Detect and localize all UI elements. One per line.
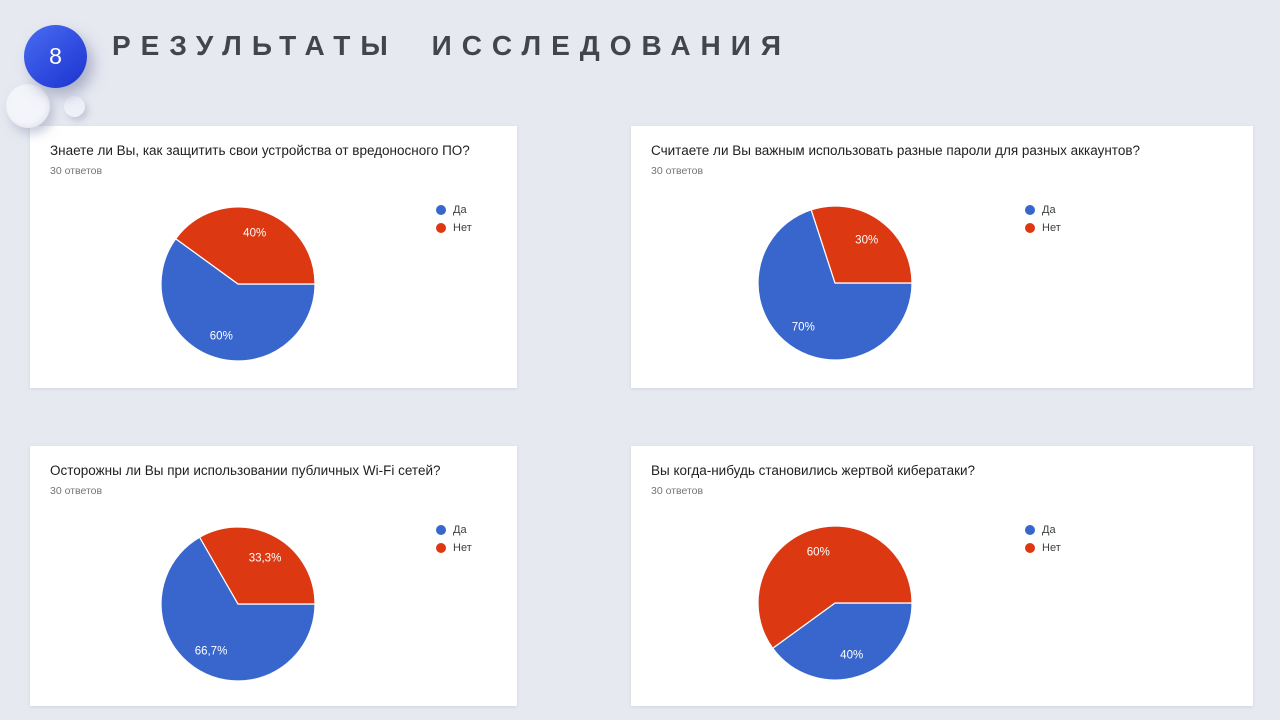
pie-chart: 66,7% 33,3% [160,526,316,682]
pie-slice [175,206,316,285]
legend-item-no: Нет [436,222,472,234]
pie-slice-label: 60% [807,547,830,559]
legend-color-dot-icon [1025,205,1035,215]
legend-label: Нет [453,222,472,234]
legend-color-dot-icon [436,525,446,535]
pie-slice [810,205,913,284]
legend-item-yes: Да [436,204,472,216]
pie-slice [160,238,316,362]
question-title: Считаете ли Вы важным использовать разны… [651,143,1141,158]
legend-label: Да [1042,524,1056,536]
legend-label: Нет [453,542,472,554]
pie-slice-label: 66,7% [195,646,228,658]
survey-card-cyberattack: Вы когда-нибудь становились жертвой кибе… [631,446,1253,706]
slide-number-badge: 8 [24,25,87,88]
legend-item-yes: Да [1025,204,1061,216]
legend-color-dot-icon [436,543,446,553]
decorative-circle-large [6,84,50,128]
pie-slice [199,526,316,605]
slide-number: 8 [49,43,62,69]
survey-card-passwords: Считаете ли Вы важным использовать разны… [631,126,1253,388]
legend-label: Да [453,524,467,536]
legend-color-dot-icon [436,223,446,233]
legend-item-yes: Да [436,524,472,536]
legend-item-no: Нет [1025,542,1061,554]
response-count: 30 ответов [50,165,103,177]
pie-slice [160,536,316,682]
legend-item-no: Нет [1025,222,1061,234]
chart-legend: Да Нет [1025,524,1061,554]
survey-card-malware: Знаете ли Вы, как защитить свои устройст… [30,126,517,388]
legend-color-dot-icon [1025,223,1035,233]
decorative-circle-small [64,96,85,117]
legend-label: Да [453,204,467,216]
pie-chart: 60% 40% [160,206,316,362]
pie-slice [757,525,913,649]
pie-slice [772,602,913,681]
legend-item-yes: Да [1025,524,1061,536]
legend-label: Нет [1042,222,1061,234]
legend-item-no: Нет [436,542,472,554]
pie-slice-label: 33,3% [249,552,282,564]
pie-slice-label: 30% [855,234,878,246]
chart-legend: Да Нет [1025,204,1061,234]
pie-slice [757,209,913,361]
legend-label: Да [1042,204,1056,216]
pie-slice-label: 70% [792,322,815,334]
response-count: 30 ответов [651,165,704,177]
page-title: РЕЗУЛЬТАТЫ ИССЛЕДОВАНИЯ [112,30,792,61]
pie-slice-label: 60% [210,330,233,342]
chart-legend: Да Нет [436,524,472,554]
response-count: 30 ответов [651,485,704,497]
legend-color-dot-icon [1025,543,1035,553]
survey-card-wifi: Осторожны ли Вы при использовании публич… [30,446,517,706]
legend-label: Нет [1042,542,1061,554]
chart-legend: Да Нет [436,204,472,234]
question-title: Осторожны ли Вы при использовании публич… [50,463,441,478]
question-title: Знаете ли Вы, как защитить свои устройст… [50,143,470,158]
pie-slice-label: 40% [243,228,266,240]
question-title: Вы когда-нибудь становились жертвой кибе… [651,463,976,478]
pie-chart: 70% 30% [757,205,913,361]
response-count: 30 ответов [50,485,103,497]
pie-slice-label: 40% [840,649,863,661]
legend-color-dot-icon [436,205,446,215]
legend-color-dot-icon [1025,525,1035,535]
pie-chart: 40% 60% [757,525,913,681]
